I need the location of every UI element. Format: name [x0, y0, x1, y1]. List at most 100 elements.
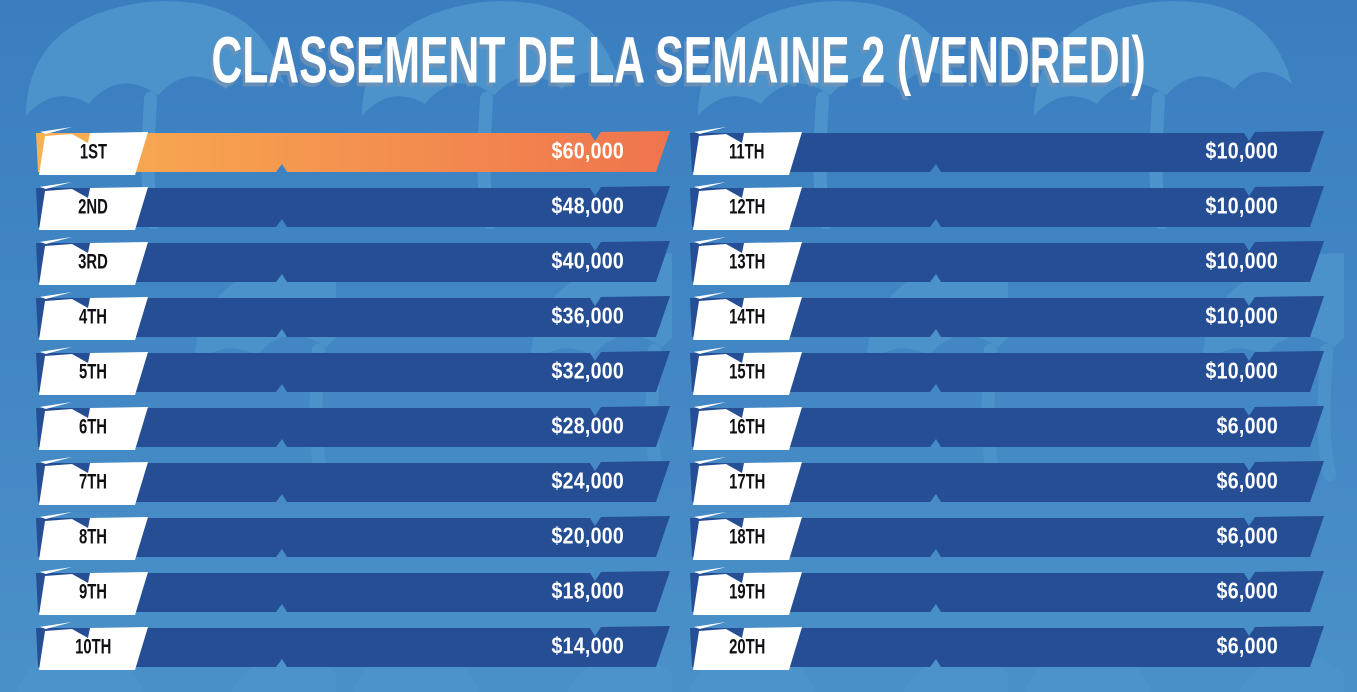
rank-tag-tear	[40, 402, 72, 409]
rank-tag-tear	[694, 402, 726, 409]
prize-amount: $10,000	[1205, 193, 1278, 219]
page-title: CLASSEMENT DE LA SEMAINE 2 (VENDREDI)	[211, 24, 1146, 98]
prize-amount: $60,000	[551, 138, 624, 164]
rank-tag: 11TH	[693, 132, 802, 175]
rank-tag: 17TH	[693, 462, 802, 505]
rank-tag: 8TH	[39, 517, 148, 560]
prize-row: $18,000 9TH	[36, 567, 670, 615]
prize-amount: $6,000	[1216, 468, 1278, 494]
rank-tag-tear	[694, 457, 726, 464]
rank-label: 10TH	[74, 635, 112, 659]
prize-amount: $6,000	[1216, 523, 1278, 549]
rank-tag: 12TH	[693, 187, 802, 230]
prize-row: $6,000 19TH	[690, 567, 1324, 615]
prize-row: $36,000 4TH	[36, 292, 670, 340]
prize-row: $6,000 20TH	[690, 622, 1324, 670]
prize-amount: $14,000	[551, 633, 624, 659]
prize-amount: $48,000	[551, 193, 624, 219]
rank-tag-tear	[40, 182, 72, 189]
prize-row: $10,000 12TH	[690, 182, 1324, 230]
prize-row: $6,000 17TH	[690, 457, 1324, 505]
rank-label: 5TH	[78, 360, 108, 384]
rank-tag: 19TH	[693, 572, 802, 615]
rank-tag-tear	[694, 512, 726, 519]
page-title-wrap: CLASSEMENT DE LA SEMAINE 2 (VENDREDI)	[0, 25, 1357, 97]
rank-label: 19TH	[728, 580, 766, 604]
prize-board: $60,000 1ST $48,000 2ND $40,000 3RD $36,…	[36, 127, 1324, 670]
column-right: $10,000 11TH $10,000 12TH $10,000 13TH $…	[690, 127, 1324, 670]
prize-row: $6,000 18TH	[690, 512, 1324, 560]
prize-amount: $40,000	[551, 248, 624, 274]
prize-row: $40,000 3RD	[36, 237, 670, 285]
rank-tag-tear	[40, 512, 72, 519]
prize-row: $60,000 1ST	[36, 127, 670, 175]
rank-label: 13TH	[728, 250, 766, 274]
rank-label: 17TH	[728, 470, 766, 494]
prize-row: $10,000 15TH	[690, 347, 1324, 395]
prize-row: $48,000 2ND	[36, 182, 670, 230]
rank-label: 2ND	[78, 195, 108, 219]
prize-amount: $18,000	[551, 578, 624, 604]
rank-label: 16TH	[728, 415, 766, 439]
prize-amount: $32,000	[551, 358, 624, 384]
rank-label: 9TH	[78, 580, 108, 604]
rank-label: 8TH	[78, 525, 108, 549]
prize-amount: $20,000	[551, 523, 624, 549]
prize-row: $10,000 11TH	[690, 127, 1324, 175]
rank-tag-tear	[40, 567, 72, 574]
prize-row: $6,000 16TH	[690, 402, 1324, 450]
prize-row: $28,000 6TH	[36, 402, 670, 450]
rank-tag: 5TH	[39, 352, 148, 395]
rank-tag-tear	[694, 567, 726, 574]
rank-tag-tear	[694, 347, 726, 354]
rank-tag: 7TH	[39, 462, 148, 505]
rank-tag: 2ND	[39, 187, 148, 230]
rank-tag-tear	[694, 182, 726, 189]
rank-tag: 1ST	[39, 132, 148, 175]
rank-label: 1ST	[79, 140, 107, 164]
rank-tag: 6TH	[39, 407, 148, 450]
prize-amount: $10,000	[1205, 138, 1278, 164]
prize-amount: $6,000	[1216, 413, 1278, 439]
rank-label: 14TH	[728, 305, 766, 329]
rank-tag: 15TH	[693, 352, 802, 395]
rank-label: 4TH	[78, 305, 108, 329]
rank-tag-tear	[40, 347, 72, 354]
rank-tag-tear	[694, 237, 726, 244]
prize-row: $10,000 13TH	[690, 237, 1324, 285]
rank-tag-tear	[40, 127, 72, 134]
rank-label: 7TH	[78, 470, 108, 494]
prize-amount: $24,000	[551, 468, 624, 494]
prize-amount: $28,000	[551, 413, 624, 439]
rank-tag-tear	[694, 292, 726, 299]
prize-amount: $6,000	[1216, 578, 1278, 604]
rank-tag-tear	[40, 292, 72, 299]
prize-amount: $10,000	[1205, 303, 1278, 329]
prize-amount: $10,000	[1205, 358, 1278, 384]
rank-label: 15TH	[728, 360, 766, 384]
rank-tag: 10TH	[39, 627, 148, 670]
prize-amount: $10,000	[1205, 248, 1278, 274]
rank-label: 11TH	[729, 140, 765, 164]
rank-tag: 14TH	[693, 297, 802, 340]
rank-tag-tear	[694, 127, 726, 134]
prize-row: $32,000 5TH	[36, 347, 670, 395]
rank-tag: 16TH	[693, 407, 802, 450]
column-left: $60,000 1ST $48,000 2ND $40,000 3RD $36,…	[36, 127, 670, 670]
prize-amount: $36,000	[551, 303, 624, 329]
rank-tag-tear	[40, 237, 72, 244]
rank-tag-tear	[694, 622, 726, 629]
rank-tag: 20TH	[693, 627, 802, 670]
rank-label: 12TH	[728, 195, 766, 219]
rank-tag: 13TH	[693, 242, 802, 285]
rank-label: 18TH	[728, 525, 766, 549]
rank-label: 20TH	[728, 635, 766, 659]
prize-row: $10,000 14TH	[690, 292, 1324, 340]
rank-tag: 3RD	[39, 242, 148, 285]
rank-tag: 4TH	[39, 297, 148, 340]
rank-tag: 9TH	[39, 572, 148, 615]
rank-tag-tear	[40, 457, 72, 464]
prize-row: $20,000 8TH	[36, 512, 670, 560]
prize-amount: $6,000	[1216, 633, 1278, 659]
